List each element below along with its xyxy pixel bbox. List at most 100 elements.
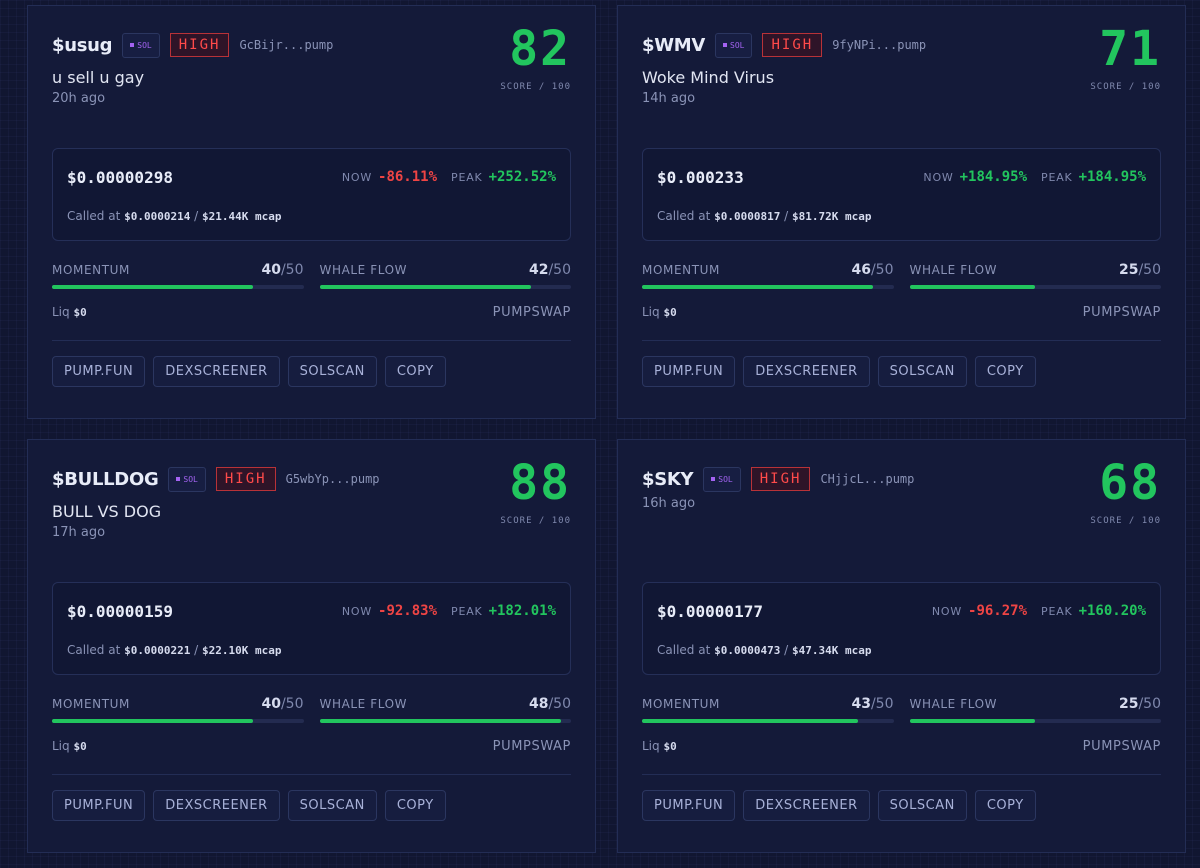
ticker: $usug [52, 34, 113, 56]
token-info: $BULLDOG SOL HIGH G5wbYp...pump BULL VS DOG 1… [52, 460, 380, 562]
link-button[interactable]: DEXSCREENER [743, 790, 870, 821]
chain-icon [723, 43, 728, 47]
venue: PUMPSWAP [1082, 739, 1161, 754]
chain-icon [176, 477, 181, 481]
now-label: NOW [923, 170, 954, 184]
token-row: $WMV SOL HIGH 9fyNPi...pump [642, 32, 926, 58]
metric-track [909, 719, 1161, 723]
liq-label: Liq [642, 739, 660, 753]
separator: / [194, 643, 199, 657]
called-price: $0.0000817 [714, 210, 781, 223]
link-button[interactable]: SOLSCAN [287, 356, 377, 387]
metric: MOMENTUM 43/50 [642, 695, 894, 723]
now-change: -96.27% [968, 603, 1028, 619]
metric-track [642, 719, 894, 723]
metric-value: 46/50 [851, 262, 893, 278]
liq-label: Liq [642, 305, 660, 319]
metric-label: WHALE FLOW [909, 263, 998, 277]
price: $0.000233 [657, 167, 744, 187]
now-label: NOW [341, 604, 373, 618]
metric-track [319, 285, 571, 289]
chain-label: SOL [183, 474, 198, 484]
metrics: MOMENTUM 46/50 WHALE FLOW 25/50 [642, 261, 1161, 289]
liq-value: $0 [73, 306, 87, 319]
called-price: $0.0000221 [124, 644, 191, 657]
link-button[interactable]: SOLSCAN [877, 790, 967, 821]
metric-label: WHALE FLOW [319, 697, 408, 711]
liquidity-row: Liq $0 PUMPSWAP [642, 305, 1161, 341]
metric-label: WHALE FLOW [319, 263, 408, 277]
score: 68 [1099, 455, 1161, 511]
called-mcap: $21.44K mcap [202, 210, 282, 223]
link-button[interactable]: PUMP.FUN [52, 356, 146, 387]
liq-value: $0 [663, 740, 677, 753]
metric-track [909, 285, 1161, 289]
metric-track [52, 285, 304, 289]
link-button[interactable]: COPY [974, 790, 1036, 821]
metric-max: /50 [280, 262, 304, 278]
metric-max: /50 [870, 262, 894, 278]
age: 20h ago [52, 91, 106, 106]
metric-label: MOMENTUM [52, 263, 130, 277]
venue: PUMPSWAP [492, 739, 571, 754]
link-button[interactable]: DEXSCREENER [743, 356, 870, 387]
age: 16h ago [642, 496, 696, 511]
metric-row: WHALE FLOW 42/50 [320, 261, 572, 279]
link-button[interactable]: DEXSCREENER [153, 356, 280, 387]
links: PUMP.FUN DEXSCREENER SOLSCAN COPY [642, 790, 1161, 821]
metric-bar [909, 285, 1036, 289]
metric-value: 40/50 [261, 696, 303, 712]
separator: / [784, 209, 789, 223]
token-info: $WMV SOL HIGH 9fyNPi...pump Woke Mind Virus 1… [642, 26, 926, 128]
called-row: Called at $0.0000473 / $47.34K mcap [657, 643, 1146, 657]
score-block: 88 SCORE / 100 [500, 459, 571, 562]
liq-label: Liq [52, 739, 70, 753]
description: BULL VS DOG [52, 502, 162, 521]
link-button[interactable]: PUMP.FUN [642, 790, 736, 821]
score-block: 82 SCORE / 100 [500, 25, 571, 128]
link-button[interactable]: SOLSCAN [877, 356, 967, 387]
metric-score: 25 [1118, 696, 1139, 712]
metric-bar [319, 285, 531, 289]
metric-track [319, 719, 571, 723]
score-label: SCORE / 100 [1090, 82, 1161, 92]
price-row: $0.00000298 NOW -86.11% PEAK +252.52% [67, 165, 556, 189]
peak-label: PEAK [1041, 170, 1073, 184]
token-card: $usug SOL HIGH GcBijr...pump u sell u gay 20h… [27, 5, 596, 419]
address: GcBijr...pump [239, 38, 334, 52]
liquidity-row: Liq $0 PUMPSWAP [52, 305, 571, 341]
link-button[interactable]: COPY [384, 790, 446, 821]
link-button[interactable]: COPY [974, 356, 1036, 387]
chain-icon [130, 43, 135, 47]
chain-icon [711, 477, 716, 481]
link-button[interactable]: PUMP.FUN [52, 790, 146, 821]
metric-score: 25 [1118, 262, 1139, 278]
chain-badge: SOL [715, 32, 753, 58]
liquidity: Liq $0 [642, 739, 677, 754]
link-button[interactable]: PUMP.FUN [642, 356, 736, 387]
link-button[interactable]: DEXSCREENER [153, 790, 280, 821]
peak-change: +182.01% [488, 603, 556, 619]
metric-max: /50 [1138, 262, 1161, 278]
score-label: SCORE / 100 [1090, 516, 1161, 526]
metric-value: 43/50 [851, 696, 893, 712]
metric-label: WHALE FLOW [909, 697, 998, 711]
metric-track [642, 285, 894, 289]
card-header: $WMV SOL HIGH 9fyNPi...pump Woke Mind Virus 1… [642, 25, 1161, 128]
risk-badge: HIGH [169, 33, 230, 57]
metric-value: 42/50 [529, 262, 571, 278]
called-label: Called at [67, 209, 121, 223]
links: PUMP.FUN DEXSCREENER SOLSCAN COPY [642, 356, 1161, 387]
metric: MOMENTUM 40/50 [52, 261, 304, 289]
metric-row: WHALE FLOW 25/50 [910, 695, 1162, 713]
metrics: MOMENTUM 40/50 WHALE FLOW 42/50 [52, 261, 571, 289]
metric-score: 40 [261, 696, 281, 712]
link-button[interactable]: COPY [384, 356, 446, 387]
separator: / [784, 643, 789, 657]
liquidity: Liq $0 [52, 305, 87, 320]
link-button[interactable]: SOLSCAN [287, 790, 377, 821]
chain-badge: SOL [703, 466, 741, 492]
metric-label: MOMENTUM [52, 697, 130, 711]
token-info: $usug SOL HIGH GcBijr...pump u sell u gay 20h… [52, 26, 333, 128]
